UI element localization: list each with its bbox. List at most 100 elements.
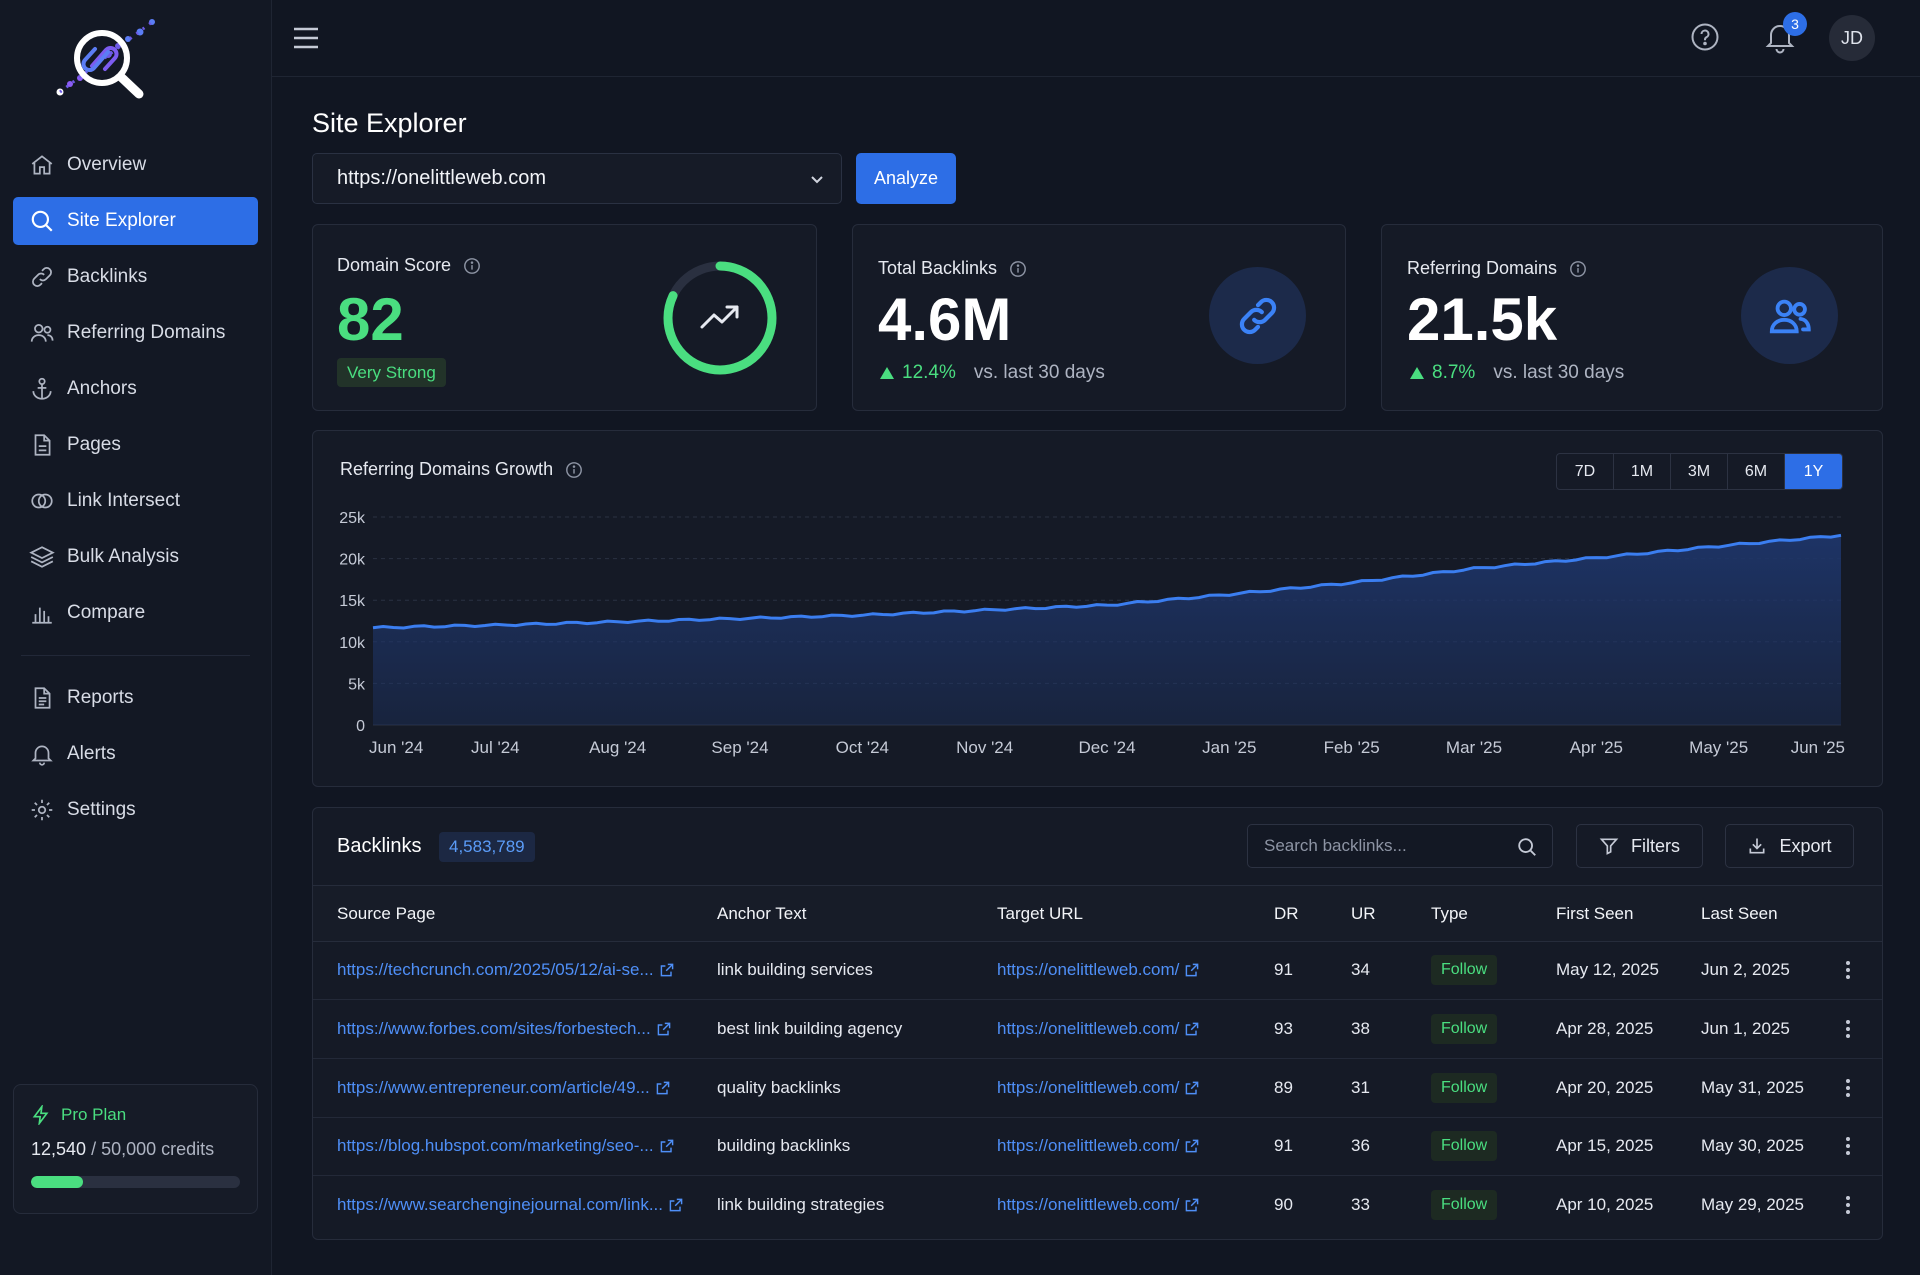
domain-score-gauge-arc [663,261,777,375]
report-icon [34,687,51,709]
column-header-ur[interactable]: UR [1351,904,1376,923]
table-body: https://techcrunch.com/2025/05/12/ai-se.… [313,942,1882,1239]
x-tick-label: Mar '25 [1446,738,1502,757]
info-icon[interactable] [1009,260,1027,278]
total-backlinks-label: Total Backlinks [878,258,1027,279]
total-backlinks-label-text: Total Backlinks [878,258,998,278]
range-selector: 7D 1M 3M 6M 1Y [1556,453,1843,490]
target-url-text: https://onelittleweb.com/ [997,960,1180,979]
more-options-icon[interactable] [1844,1135,1852,1157]
x-tick-label: Feb '25 [1324,738,1380,757]
link-type-badge: Follow [1431,955,1498,985]
target-url-link[interactable]: https://onelittleweb.com/ [997,1136,1200,1156]
notifications-button[interactable]: 3 [1765,12,1807,54]
arrow-up-icon [1410,367,1424,379]
help-icon[interactable] [1690,22,1720,52]
filter-icon [1599,838,1619,855]
credits-progress-bar [31,1176,240,1188]
more-options-icon[interactable] [1844,1194,1852,1216]
app-logo[interactable] [44,14,164,106]
first-seen-date: Apr 28, 2025 [1556,1018,1654,1038]
x-tick-label: May '25 [1689,738,1748,757]
target-url-link[interactable]: https://onelittleweb.com/ [997,1078,1200,1098]
avatar[interactable]: JD [1829,15,1875,61]
info-icon[interactable] [1569,260,1587,278]
ur-value: 34 [1351,960,1370,979]
external-link-icon [1186,1081,1199,1094]
column-header-dr[interactable]: DR [1274,904,1299,923]
more-options-icon[interactable] [1844,1018,1852,1040]
sidebar-item-compare[interactable]: Compare [13,589,258,637]
ur-value: 31 [1351,1077,1370,1097]
target-url-link[interactable]: https://onelittleweb.com/ [997,1195,1200,1215]
source-page-link[interactable]: https://techcrunch.com/2025/05/12/ai-se.… [337,960,675,980]
table-row: https://techcrunch.com/2025/05/12/ai-se.… [313,942,1882,1000]
range-3m[interactable]: 3M [1671,454,1728,489]
sidebar-item-link-intersect[interactable]: Link Intersect [13,477,258,525]
growth-chart-card: Referring Domains Growth 7D 1M 3M 6M 1Y … [312,430,1883,787]
filters-button[interactable]: Filters [1576,824,1703,868]
referring-domains-value: 21.5k [1407,286,1558,353]
analyze-button[interactable]: Analyze [856,153,956,204]
column-header-type[interactable]: Type [1431,904,1468,923]
export-button[interactable]: Export [1725,824,1854,868]
sidebar-item-label: Anchors [67,378,137,399]
range-1y[interactable]: 1Y [1785,454,1842,489]
domain-score-rating-badge: Very Strong [337,358,446,387]
more-options-icon[interactable] [1844,959,1852,981]
target-url-link[interactable]: https://onelittleweb.com/ [997,1019,1200,1039]
source-page-link[interactable]: https://blog.hubspot.com/marketing/seo-.… [337,1136,675,1156]
source-page-text: https://www.searchenginejournal.com/link… [337,1195,663,1215]
url-select[interactable]: https://onelittleweb.com [312,153,842,204]
users-icon-badge [1741,267,1838,364]
hamburger-menu-icon[interactable] [292,25,320,51]
home-icon [31,155,53,175]
external-link-icon [1186,1198,1199,1212]
sidebar-item-alerts[interactable]: Alerts [13,730,258,778]
source-page-link[interactable]: https://www.forbes.com/sites/forbestech.… [337,1019,672,1039]
target-url-link[interactable]: https://onelittleweb.com/ [997,960,1200,980]
delta-comparison: vs. last 30 days [1493,362,1625,383]
range-6m[interactable]: 6M [1728,454,1785,489]
sidebar-item-referring-domains[interactable]: Referring Domains [13,309,258,357]
backlinks-search-input[interactable] [1264,836,1504,856]
column-header-anchor[interactable]: Anchor Text [717,904,807,923]
link-icon [32,267,52,287]
column-header-source[interactable]: Source Page [337,904,436,923]
ur-value: 36 [1351,1136,1370,1156]
external-link-icon [657,1022,671,1036]
sidebar-item-reports[interactable]: Reports [13,674,258,722]
info-icon[interactable] [463,257,481,275]
source-page-link[interactable]: https://www.entrepreneur.com/article/49.… [337,1078,671,1098]
sidebar-item-site-explorer[interactable]: Site Explorer [13,197,258,245]
column-header-last-seen[interactable]: Last Seen [1701,904,1778,923]
search-icon[interactable] [1516,836,1538,858]
column-header-target[interactable]: Target URL [997,904,1083,923]
ur-value: 33 [1351,1195,1370,1215]
info-icon[interactable] [565,461,583,479]
sidebar-item-settings[interactable]: Settings [13,786,258,834]
link-type-badge: Follow [1431,1190,1498,1221]
target-url-text: https://onelittleweb.com/ [997,1018,1180,1038]
range-1m[interactable]: 1M [1614,454,1671,489]
range-7d[interactable]: 7D [1557,454,1614,489]
source-page-link[interactable]: https://www.searchenginejournal.com/link… [337,1195,684,1215]
y-tick-label: 0 [356,718,365,735]
sidebar: Overview Site Explorer Backlinks Referri… [0,0,272,1275]
y-tick-label: 15k [339,593,366,610]
sidebar-item-bulk-analysis[interactable]: Bulk Analysis [13,533,258,581]
sidebar-item-pages[interactable]: Pages [13,421,258,469]
last-seen-date: Jun 2, 2025 [1701,960,1790,979]
external-link-icon [660,963,673,977]
last-seen-date: Jun 1, 2025 [1701,1018,1790,1038]
column-header-first-seen[interactable]: First Seen [1556,904,1634,923]
sidebar-item-overview[interactable]: Overview [13,141,258,189]
x-tick-label: Jul '24 [471,738,520,757]
export-label: Export [1779,835,1832,856]
sidebar-item-backlinks[interactable]: Backlinks [13,253,258,301]
notification-badge: 3 [1783,12,1807,36]
more-options-icon[interactable] [1844,1077,1852,1099]
users-icon [1769,299,1811,333]
sidebar-item-anchors[interactable]: Anchors [13,365,258,413]
target-url-text: https://onelittleweb.com/ [997,1195,1180,1215]
